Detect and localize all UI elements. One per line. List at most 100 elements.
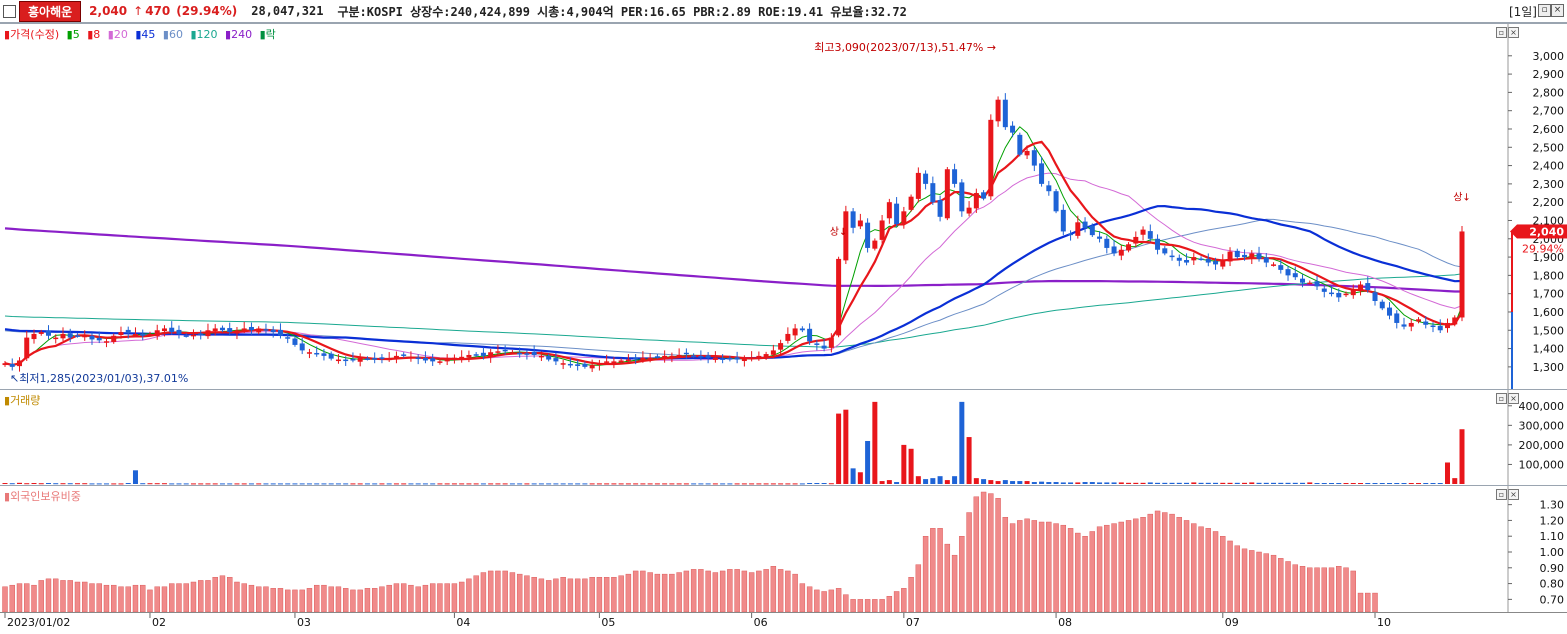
- candle-body: [1111, 246, 1117, 254]
- volume-bar: [372, 483, 378, 485]
- legend-ma120: ▮120: [190, 28, 218, 41]
- date-tick-label: 09: [1225, 616, 1239, 629]
- volume-bar: [894, 482, 900, 484]
- volume-bar: [96, 483, 102, 485]
- candle-body: [1285, 269, 1291, 276]
- volume-bar: [937, 476, 943, 484]
- candle-body: [618, 360, 624, 363]
- price-tick-label: 1,800: [1533, 269, 1565, 282]
- volume-bar: [1249, 482, 1255, 484]
- candle-body: [814, 343, 820, 345]
- foreign-ratio-bar: [654, 573, 661, 613]
- volume-bar: [1010, 481, 1016, 484]
- volume-tick-label: 300,000: [1519, 419, 1565, 432]
- foreign-ratio-bar: [1038, 521, 1045, 613]
- volume-bar: [1372, 483, 1378, 485]
- volume-bar: [263, 483, 269, 485]
- candle-body: [118, 332, 124, 336]
- candle-body: [147, 333, 153, 336]
- volume-bar: [596, 483, 602, 485]
- volume-bar: [9, 483, 15, 485]
- legend-price: ▮가격(수정): [4, 28, 60, 41]
- price-tick-label: 1,600: [1533, 306, 1565, 319]
- price-chart: 1,3001,4001,5001,6001,7001,8001,9002,000…: [2, 24, 1567, 389]
- foreign-ratio-bar: [973, 496, 980, 613]
- volume-bar: [451, 483, 457, 485]
- volume-bar: [161, 483, 167, 485]
- foreign-ratio-bar: [263, 586, 269, 613]
- period-selector[interactable]: [1일]: [1508, 5, 1537, 19]
- volume-bar: [314, 483, 320, 485]
- candle-body: [1401, 324, 1407, 327]
- foreign-ratio-bar: [277, 588, 284, 613]
- candle-body: [1379, 301, 1385, 309]
- candle-body: [698, 355, 704, 358]
- close-icon[interactable]: ×: [1551, 4, 1564, 17]
- volume-bar: [444, 483, 450, 485]
- foreign-ratio-bar: [814, 589, 820, 613]
- candle-body: [865, 222, 871, 248]
- foreign-ratio-bar: [212, 577, 218, 613]
- candle-body: [183, 335, 189, 337]
- volume-bar: [1213, 482, 1219, 484]
- select-checkbox[interactable]: [3, 4, 16, 18]
- candle-body: [1234, 250, 1240, 258]
- volume-bar: [1408, 483, 1414, 485]
- candle-body: [1089, 225, 1095, 236]
- volume-bar: [241, 483, 247, 485]
- restore-icon[interactable]: ▫: [1538, 4, 1551, 17]
- volume-bar: [712, 483, 718, 485]
- high-annotation: 최고3,090(2023/07/13),51.47% →: [814, 41, 996, 54]
- volume-bar: [1046, 482, 1052, 484]
- foreign-ratio-bar: [176, 583, 182, 613]
- candle-body: [1133, 236, 1139, 244]
- volume-bar: [1256, 482, 1262, 484]
- candle-body: [1169, 255, 1175, 258]
- volume-panel-restore-icon[interactable]: ▫: [1496, 393, 1507, 404]
- volume-bar: [1039, 481, 1045, 484]
- volume-bar: [1198, 482, 1204, 484]
- panel-restore-icon[interactable]: ▫: [1496, 27, 1507, 38]
- volume-bar: [1133, 482, 1139, 484]
- foreign-ratio-bar: [944, 543, 951, 613]
- foreign-ratio-bar: [857, 599, 864, 613]
- candle-body: [176, 329, 182, 334]
- candle-body: [1307, 282, 1313, 285]
- candle-body: [430, 358, 436, 362]
- candle-body: [1437, 325, 1443, 331]
- candle-body: [190, 334, 196, 337]
- volume-bar: [734, 483, 740, 485]
- volume-bar: [531, 483, 537, 485]
- foreign-ratio-bar: [531, 577, 537, 613]
- volume-bar: [1437, 483, 1443, 485]
- volume-bar: [611, 483, 617, 485]
- foreign-ratio-bar: [582, 578, 588, 613]
- foreign-ratio-bar: [466, 578, 472, 613]
- foreign-ratio-bar: [951, 554, 958, 613]
- foreign-ratio-bar: [495, 570, 501, 613]
- volume-bar: [1176, 482, 1182, 484]
- volume-bar: [828, 483, 834, 485]
- candle-body: [1445, 322, 1451, 329]
- foreign-ratio-bar: [1299, 566, 1306, 613]
- foreign-ratio-bar: [437, 583, 443, 613]
- volume-bar: [16, 482, 22, 484]
- volume-bar: [1191, 482, 1197, 484]
- foreign-ratio-bar: [741, 570, 748, 613]
- foreign-ratio-bar: [118, 586, 124, 613]
- candle-body: [299, 343, 305, 351]
- candle-body: [676, 354, 682, 357]
- candle-body: [31, 333, 37, 340]
- volume-bar: [1227, 482, 1233, 484]
- foreign-ratio-bar: [1212, 531, 1219, 613]
- stock-name[interactable]: 흥아해운: [19, 0, 82, 22]
- foreign-panel-restore-icon[interactable]: ▫: [1496, 489, 1507, 500]
- volume-bar: [1089, 482, 1095, 484]
- foreign-ratio-bar: [357, 589, 363, 613]
- volume-bar: [111, 483, 117, 485]
- foreign-ratio-bar: [147, 589, 153, 613]
- candle-body: [1314, 281, 1320, 287]
- candle-body: [248, 326, 254, 331]
- foreign-ratio-bar: [1017, 520, 1023, 613]
- volume-bar: [1220, 482, 1226, 484]
